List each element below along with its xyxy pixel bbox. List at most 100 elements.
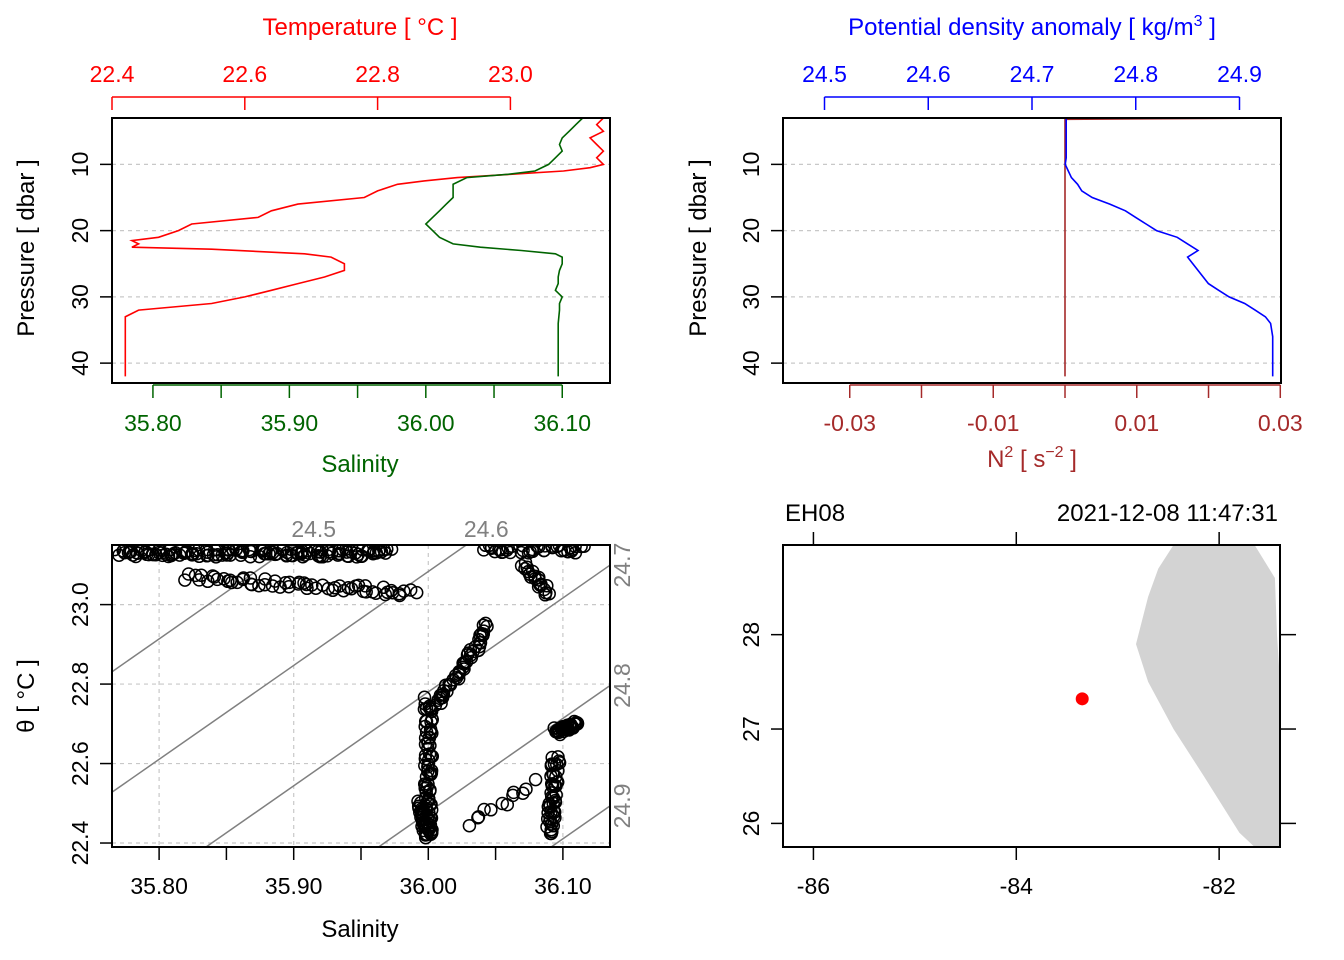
p1-bottom-tick-label: 35.90 bbox=[261, 410, 319, 436]
p2-bottom-tick-label: 0.01 bbox=[1114, 410, 1159, 436]
p4-bottom-tick-label: -86 bbox=[797, 873, 830, 899]
p2-top-tick-label: 24.5 bbox=[802, 61, 847, 87]
p3-left-tick-label: 23.0 bbox=[67, 582, 93, 627]
p4-frame bbox=[782, 544, 1281, 848]
p2-top-tick-label: 24.7 bbox=[1010, 61, 1055, 87]
ts-point bbox=[500, 545, 514, 557]
ts-point bbox=[543, 826, 558, 841]
p1-bottom-tick-label: 36.00 bbox=[397, 410, 455, 436]
p2-density-axis: 24.5 24.6 24.7 24.8 24.9 bbox=[802, 61, 1262, 110]
p1-temperature-axis: 22.4 22.6 22.8 23.0 bbox=[90, 61, 533, 110]
p3-isopycnal-labels: 24.5 24.6 24.7 24.8 24.9 bbox=[291, 516, 635, 828]
p1-top-tick-label: 22.4 bbox=[90, 61, 135, 87]
p1-left-tick-label: 20 bbox=[67, 218, 93, 244]
p3-bottom-tick-label: 35.80 bbox=[130, 873, 188, 899]
ts-point bbox=[181, 567, 196, 581]
ts-point bbox=[300, 545, 314, 558]
p1-temperature-line bbox=[124, 117, 605, 377]
ts-point bbox=[506, 785, 521, 800]
p3-isopycnal-line bbox=[549, 805, 610, 847]
ts-point bbox=[265, 579, 280, 593]
p1-salinity-line bbox=[118, 117, 585, 377]
ts-point bbox=[149, 547, 163, 562]
ts-point bbox=[384, 545, 399, 556]
ts-point bbox=[243, 571, 258, 585]
ts-point bbox=[577, 545, 591, 553]
p4-station bbox=[1075, 692, 1089, 706]
ts-point bbox=[550, 545, 564, 554]
ts-point bbox=[528, 772, 543, 787]
p4-land bbox=[1136, 545, 1280, 847]
ts-point bbox=[217, 571, 231, 586]
p2-y-axis-label: Pressure [ dbar ] bbox=[685, 159, 712, 336]
ts-point bbox=[570, 717, 585, 731]
p2-potential-density-anomaly-line bbox=[1064, 118, 1274, 377]
ts-point bbox=[392, 588, 407, 603]
ts-point bbox=[473, 635, 487, 650]
p1-bottom-tick-label: 36.10 bbox=[533, 410, 591, 436]
p1-frame bbox=[111, 117, 611, 384]
p3-isopycnal-label: 24.7 bbox=[609, 543, 635, 588]
ts-point bbox=[418, 828, 433, 842]
p1-y-axis-label: Pressure [ dbar ] bbox=[13, 159, 40, 336]
ts-point bbox=[326, 583, 340, 598]
ts-point bbox=[477, 802, 491, 817]
ts-point bbox=[495, 796, 510, 811]
p3-isopycnal-line bbox=[112, 545, 468, 794]
ts-point bbox=[537, 545, 551, 558]
p2-bottom-axis-label: N2 [ s−2 ] bbox=[987, 444, 1077, 473]
p4-left-tick-label: 28 bbox=[738, 622, 764, 648]
p2-bottom-tick-label: -0.01 bbox=[967, 410, 1019, 436]
p2-bottom-axis-label-mid: [ s bbox=[1013, 446, 1045, 473]
p4-left-tick-label: 27 bbox=[738, 716, 764, 742]
p1-left-tick-label: 40 bbox=[67, 350, 93, 376]
land-polygon bbox=[1136, 545, 1280, 847]
p1-salinity-axis: 35.80 35.90 36.00 36.10 bbox=[124, 384, 591, 436]
p1-top-axis-label: Temperature [ °C ] bbox=[263, 14, 458, 41]
p2-top-axis-label-main: Potential density anomaly [ kg/m bbox=[848, 14, 1194, 41]
p3-bottom-tick-label: 36.10 bbox=[534, 873, 592, 899]
p1-top-tick-label: 22.6 bbox=[222, 61, 267, 87]
ts-point bbox=[294, 545, 308, 560]
p3-y-axis-label: θ [ °C ] bbox=[13, 659, 40, 733]
p1-bottom-tick-label: 35.80 bbox=[124, 410, 182, 436]
ts-point bbox=[540, 578, 554, 593]
p2-bottom-tick-label: 0.03 bbox=[1258, 410, 1303, 436]
ts-point bbox=[282, 575, 297, 590]
station-marker[interactable] bbox=[1075, 692, 1089, 706]
ts-point bbox=[223, 573, 237, 588]
ts-point bbox=[503, 545, 517, 560]
p3-isopycnal-label: 24.8 bbox=[609, 663, 635, 708]
p2-top-axis-label: Potential density anomaly [ kg/m3 ] bbox=[848, 13, 1216, 41]
p2-bottom-tick-label: -0.03 bbox=[824, 410, 876, 436]
ts-point bbox=[243, 549, 258, 564]
p3-x-axis-label: Salinity bbox=[321, 916, 398, 943]
p3-isopycnal-label: 24.9 bbox=[609, 784, 635, 829]
ts-point bbox=[530, 545, 544, 553]
ts-point bbox=[476, 618, 491, 632]
p1-grid bbox=[112, 163, 610, 364]
ts-point bbox=[192, 573, 206, 587]
p2-n2-axis: -0.03 -0.01 0.01 0.03 bbox=[824, 384, 1303, 436]
p2-left-tick-label: 30 bbox=[738, 284, 764, 310]
ts-point bbox=[542, 586, 556, 601]
ts-point bbox=[462, 818, 477, 833]
p3-bottom-tick-label: 35.90 bbox=[265, 873, 323, 899]
p3-left-tick-label: 22.6 bbox=[67, 741, 93, 786]
p1-pressure-axis: 10 20 30 40 bbox=[67, 152, 112, 376]
p3-bottom-tick-label: 36.00 bbox=[400, 873, 458, 899]
station-datetime: 2021-12-08 11:47:31 bbox=[1057, 500, 1278, 527]
p2-bottom-axis-label-end: ] bbox=[1064, 446, 1077, 473]
station-map-panel: -86 -84 -82 26 27 28 EH08 2021-12-08 11:47:31 bbox=[738, 500, 1296, 899]
temperature-salinity-profile-panel: 22.4 22.6 22.8 23.0 35.80 35.90 36.00 36.10 10… bbox=[13, 14, 611, 478]
p4-axes: -86 -84 -82 26 27 28 bbox=[738, 532, 1296, 899]
ts-point bbox=[519, 782, 533, 796]
p2-bottom-axis-label-sup2: −2 bbox=[1045, 444, 1063, 461]
p2-top-tick-label: 24.9 bbox=[1217, 61, 1262, 87]
ts-point bbox=[409, 585, 424, 600]
ts-point bbox=[278, 576, 293, 590]
p4-left-tick-label: 26 bbox=[738, 811, 764, 837]
p3-theta-axis: 22.4 22.6 22.8 23.0 bbox=[67, 582, 112, 865]
p3-isopycnal-label: 24.5 bbox=[291, 516, 336, 542]
